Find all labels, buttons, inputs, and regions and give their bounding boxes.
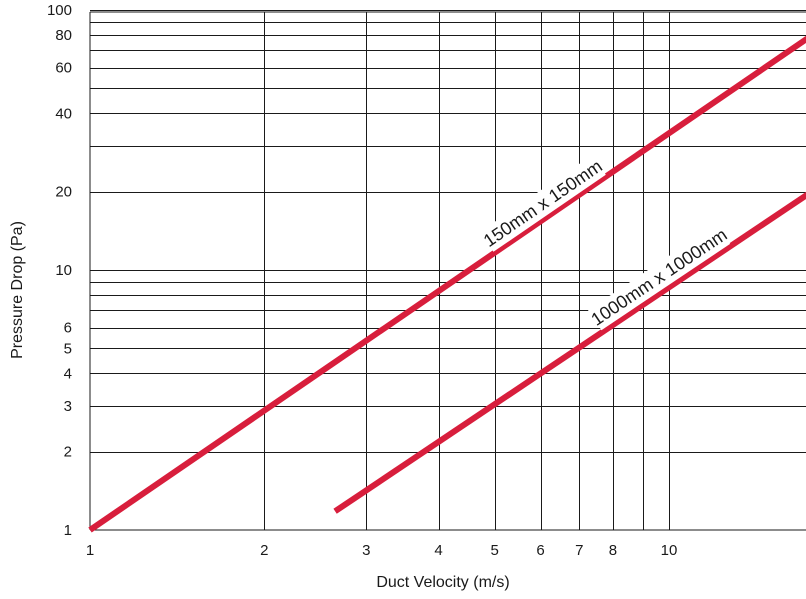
series-line-1 — [88, 35, 806, 533]
x-tick-label: 6 — [536, 542, 544, 559]
y-axis-title: Pressure Drop (Pa) — [9, 221, 26, 359]
x-tick-label: 1 — [86, 542, 94, 559]
y-tick-label: 100 — [47, 2, 72, 19]
x-tick-label: 4 — [434, 542, 442, 559]
series-lines — [88, 35, 806, 533]
x-tick-label: 5 — [491, 542, 499, 559]
y-tick-label: 1 — [64, 522, 72, 539]
x-tick-label: 2 — [260, 542, 268, 559]
x-tick-label: 3 — [362, 542, 370, 559]
grid — [89, 10, 806, 531]
series-line-2 — [333, 191, 806, 514]
series-label-background — [588, 223, 731, 331]
series-label-group: 150mm x 150mm — [479, 155, 606, 252]
y-tick-label: 4 — [64, 366, 72, 383]
series-label: 1000mm x 1000mm — [587, 224, 730, 329]
series-label-background — [479, 155, 606, 252]
y-tick-label: 10 — [55, 262, 72, 279]
x-tick-label: 10 — [661, 542, 678, 559]
series-label-group: 1000mm x 1000mm — [587, 223, 731, 331]
y-tick-label: 60 — [55, 60, 72, 77]
x-tick-label: 7 — [575, 542, 583, 559]
y-tick-label: 40 — [55, 106, 72, 123]
y-tick-label: 80 — [55, 27, 72, 44]
series-label: 150mm x 150mm — [480, 156, 606, 251]
y-tick-label: 6 — [64, 320, 72, 337]
y-tick-label: 5 — [64, 340, 72, 357]
x-tick-label: 8 — [609, 542, 617, 559]
x-axis-title: Duct Velocity (m/s) — [376, 574, 509, 591]
y-tick-label: 2 — [64, 444, 72, 461]
y-tick-label: 3 — [64, 398, 72, 415]
y-tick-label: 20 — [55, 184, 72, 201]
tick-labels: 1234567810201234561020406080100 — [47, 2, 678, 559]
